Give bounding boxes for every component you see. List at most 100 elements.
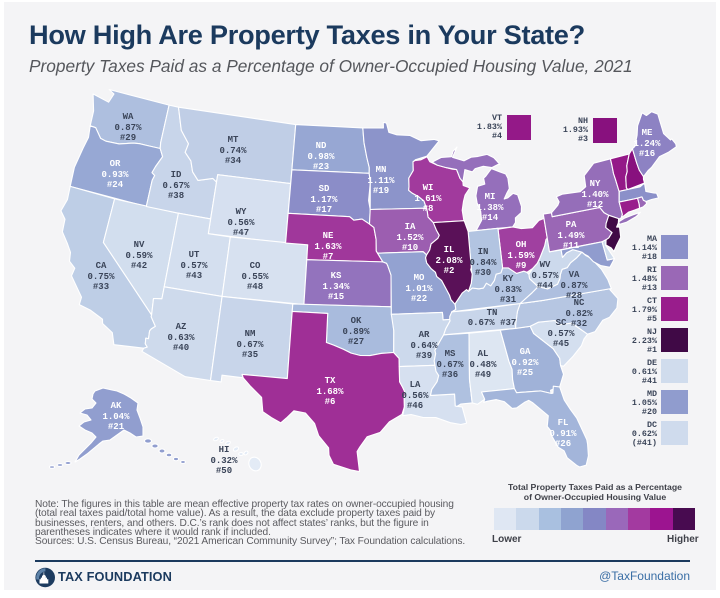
svg-text:#40: #40 <box>173 343 189 353</box>
svg-text:0.93%: 0.93% <box>101 170 129 180</box>
svg-text:0.84%: 0.84% <box>469 258 497 268</box>
svg-text:MO: MO <box>414 273 425 283</box>
svg-text:MA: MA <box>647 234 658 244</box>
svg-text:TX: TX <box>325 376 336 386</box>
svg-text:#17: #17 <box>316 205 332 215</box>
svg-text:#38: #38 <box>168 191 184 201</box>
svg-text:#13: #13 <box>642 283 657 293</box>
svg-text:#20: #20 <box>642 407 657 417</box>
svg-text:#33: #33 <box>93 282 109 292</box>
svg-text:#27: #27 <box>348 337 364 347</box>
svg-text:WY: WY <box>236 207 247 217</box>
svg-text:DC: DC <box>647 420 657 430</box>
svg-text:0.82%: 0.82% <box>565 309 593 319</box>
svg-text:#1: #1 <box>647 345 657 355</box>
svg-text:KY: KY <box>503 274 514 284</box>
svg-text:1.61%: 1.61% <box>414 194 442 204</box>
svg-text:AZ: AZ <box>176 322 187 332</box>
svg-text:#16: #16 <box>639 149 655 159</box>
svg-text:#26: #26 <box>555 439 571 449</box>
svg-text:MS: MS <box>445 349 456 359</box>
svg-text:0.87%: 0.87% <box>560 281 588 291</box>
svg-text:1.34%: 1.34% <box>322 282 350 292</box>
svg-text:ME: ME <box>642 128 653 138</box>
svg-text:UT: UT <box>189 250 200 260</box>
svg-text:#32: #32 <box>571 319 587 329</box>
svg-text:#30: #30 <box>475 268 491 278</box>
svg-text:NM: NM <box>245 329 256 339</box>
svg-text:#2: #2 <box>444 266 455 276</box>
svg-text:VA: VA <box>569 270 580 280</box>
svg-text:WI: WI <box>423 183 434 193</box>
svg-text:1.38%: 1.38% <box>476 203 504 213</box>
svg-text:1.68%: 1.68% <box>316 387 344 397</box>
svg-text:#5: #5 <box>647 314 657 324</box>
svg-text:#43: #43 <box>186 271 202 281</box>
svg-text:NH: NH <box>578 116 588 126</box>
svg-text:CT: CT <box>647 296 657 306</box>
svg-text:1.83%: 1.83% <box>477 122 503 132</box>
svg-text:#42: #42 <box>131 261 147 271</box>
svg-text:#10: #10 <box>402 243 418 253</box>
svg-text:SC: SC <box>556 318 567 328</box>
svg-text:0.67%: 0.67% <box>236 340 264 350</box>
svg-text:0.64%: 0.64% <box>410 341 438 351</box>
svg-text:1.24%: 1.24% <box>633 139 661 149</box>
svg-text:#7: #7 <box>323 252 334 262</box>
svg-text:1.49%: 1.49% <box>557 231 585 241</box>
svg-text:MI: MI <box>485 192 496 202</box>
svg-text:#44: #44 <box>537 281 554 291</box>
svg-text:IN: IN <box>478 247 489 257</box>
svg-text:#21: #21 <box>108 422 125 432</box>
svg-text:GA: GA <box>520 347 531 357</box>
svg-text:#48: #48 <box>247 282 263 292</box>
svg-text:0.56%: 0.56% <box>401 391 429 401</box>
svg-text:IL: IL <box>444 245 455 255</box>
svg-text:0.57%: 0.57% <box>180 261 208 271</box>
svg-text:SD: SD <box>319 184 330 194</box>
svg-text:OH: OH <box>516 240 527 250</box>
svg-text:0.55%: 0.55% <box>241 272 269 282</box>
svg-text:PA: PA <box>566 220 577 230</box>
svg-text:0.67%: 0.67% <box>162 181 190 191</box>
svg-text:#35: #35 <box>242 350 258 360</box>
svg-text:1.01%: 1.01% <box>405 284 433 294</box>
svg-text:0.62%: 0.62% <box>632 429 658 439</box>
svg-text:1.14%: 1.14% <box>632 243 658 253</box>
svg-text:1.79%: 1.79% <box>632 305 658 315</box>
svg-text:NE: NE <box>323 231 334 241</box>
svg-text:#15: #15 <box>328 292 344 302</box>
svg-text:MN: MN <box>376 165 387 175</box>
svg-text:0.83%: 0.83% <box>494 285 522 295</box>
svg-text:1.52%: 1.52% <box>396 233 424 243</box>
svg-text:CO: CO <box>250 261 261 271</box>
svg-text:HI: HI <box>219 445 230 455</box>
svg-text:2.23%: 2.23% <box>632 336 658 346</box>
svg-text:1.48%: 1.48% <box>632 274 658 284</box>
svg-text:#19: #19 <box>373 186 389 196</box>
svg-text:VT: VT <box>492 113 502 123</box>
svg-text:WV: WV <box>540 260 551 270</box>
svg-text:CA: CA <box>96 261 107 271</box>
svg-text:0.48%: 0.48% <box>469 360 497 370</box>
svg-text:0.67% #37: 0.67% #37 <box>468 318 517 328</box>
svg-text:1.05%: 1.05% <box>632 398 658 408</box>
svg-text:0.57%: 0.57% <box>547 329 575 339</box>
svg-text:NJ: NJ <box>647 327 657 337</box>
svg-text:#11: #11 <box>563 241 580 251</box>
svg-text:IA: IA <box>405 222 416 232</box>
svg-text:#4: #4 <box>492 131 502 141</box>
svg-text:1.59%: 1.59% <box>507 251 535 261</box>
svg-text:#24: #24 <box>107 180 124 190</box>
svg-text:DE: DE <box>647 358 657 368</box>
svg-text:2.08%: 2.08% <box>435 256 463 266</box>
svg-text:NV: NV <box>134 240 145 250</box>
svg-text:0.56%: 0.56% <box>227 218 255 228</box>
svg-text:AR: AR <box>419 330 430 340</box>
svg-text:#18: #18 <box>642 252 657 262</box>
svg-text:#23: #23 <box>313 162 329 172</box>
svg-text:0.89%: 0.89% <box>342 327 370 337</box>
svg-text:0.63%: 0.63% <box>167 333 195 343</box>
svg-text:WA: WA <box>123 112 134 122</box>
svg-text:MD: MD <box>647 389 657 399</box>
